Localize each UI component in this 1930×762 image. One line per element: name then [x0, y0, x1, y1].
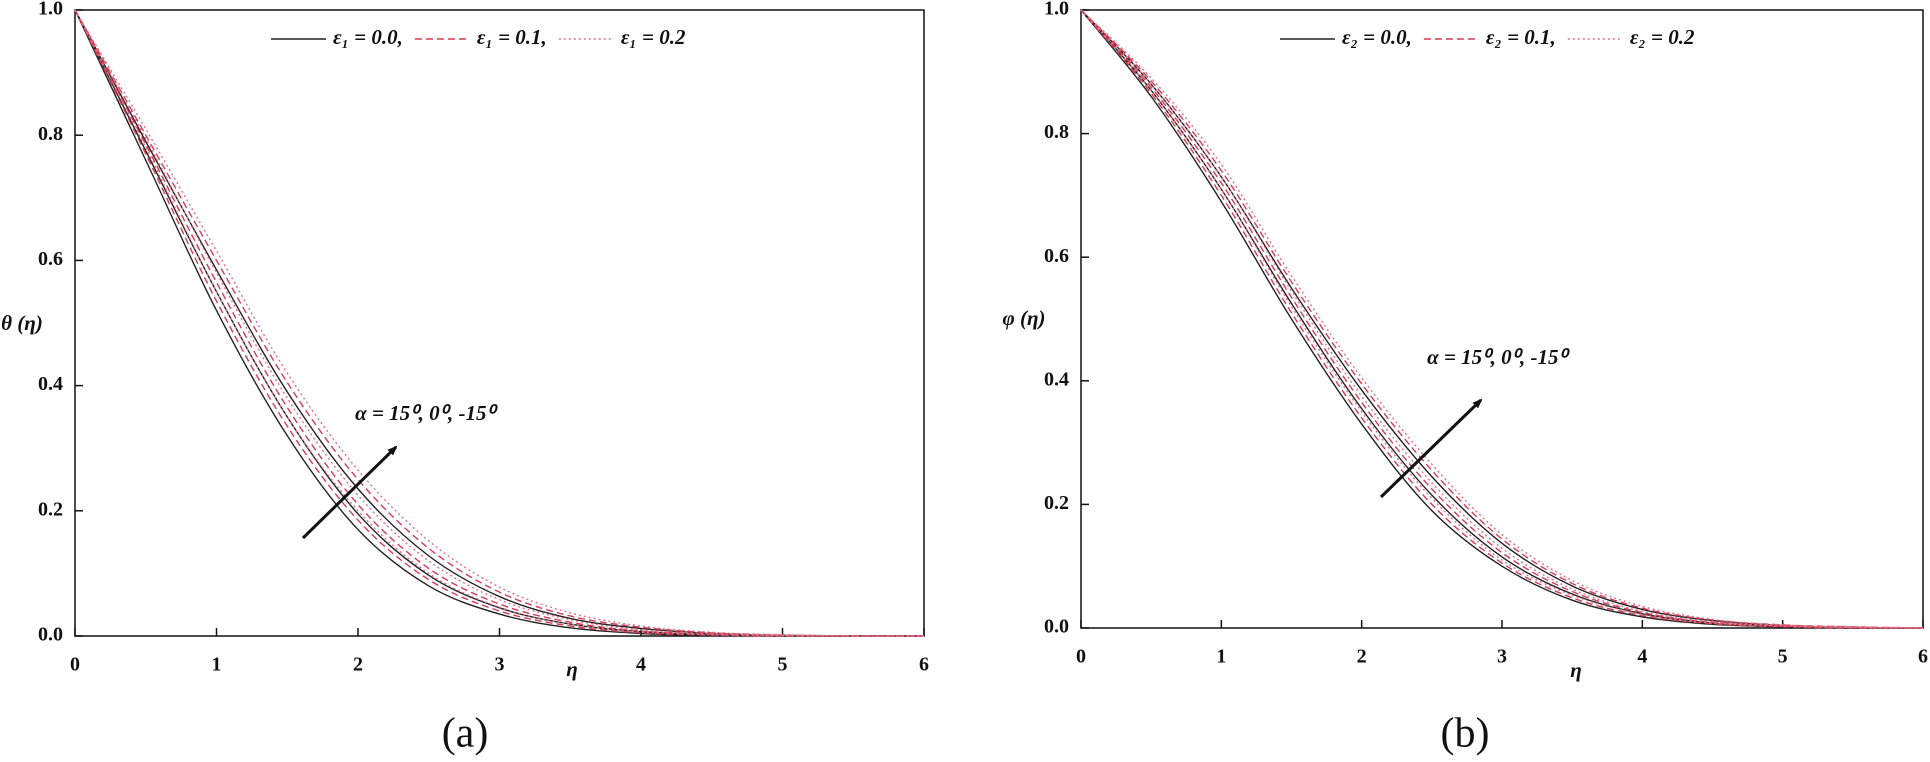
y-tick-label: 0.4 [38, 373, 63, 395]
x-tick-label: 3 [1497, 646, 1507, 668]
x-tick-label: 6 [1918, 646, 1928, 668]
panel-label: (a) [442, 711, 489, 757]
curve [74, 9, 924, 637]
curve [74, 9, 925, 637]
legend-label: ε₁ = 0.1, [477, 25, 547, 49]
legend-label: ε₁ = 0.0, [333, 25, 403, 49]
curve [74, 9, 925, 637]
curve [74, 9, 924, 637]
x-tick-label: 1 [1216, 646, 1226, 668]
legend-label: ε₁ = 0.2 [621, 25, 686, 49]
x-tick-label: 4 [636, 654, 646, 676]
x-tick-label: 2 [1357, 646, 1367, 668]
x-tick-label: 4 [1637, 646, 1647, 668]
x-tick-label: 0 [1076, 646, 1086, 668]
y-tick-label: 0.6 [1044, 245, 1069, 267]
curve [1080, 9, 1924, 629]
curve [74, 9, 925, 637]
curve [1080, 9, 1924, 629]
y-tick-label: 0.2 [1044, 492, 1069, 514]
curve [1080, 9, 1924, 629]
annotation: α = 15⁰, 0⁰, -15⁰ [355, 401, 498, 425]
y-tick-label: 1.0 [1044, 0, 1069, 20]
legend-label: ε₂ = 0.2 [1630, 25, 1695, 49]
annotation-arrow [301, 445, 398, 540]
curve [74, 9, 925, 637]
y-tick-label: 1.0 [38, 0, 63, 20]
y-tick-label: 0.6 [38, 248, 63, 270]
x-tick-label: 6 [919, 654, 929, 676]
x-axis-label: η [566, 657, 578, 681]
x-tick-label: 5 [1778, 646, 1788, 668]
plot-frame [74, 9, 925, 637]
legend-label: ε₂ = 0.1, [1486, 25, 1556, 49]
x-tick-label: 1 [212, 654, 222, 676]
y-tick-label: 0.2 [38, 498, 63, 520]
curve [1080, 9, 1924, 629]
x-tick-label: 5 [778, 654, 788, 676]
panel-label: (b) [1441, 711, 1490, 757]
y-tick-label: 0.4 [1044, 368, 1069, 390]
y-axis-label: φ (η) [1002, 306, 1045, 330]
x-tick-label: 3 [495, 654, 505, 676]
curve [74, 9, 925, 637]
curve [74, 9, 925, 637]
curve [1080, 9, 1924, 629]
annotation-arrow [1379, 398, 1483, 499]
x-tick-label: 0 [70, 654, 80, 676]
x-axis-label: η [1570, 658, 1582, 682]
y-tick-label: 0.0 [1044, 616, 1069, 638]
x-tick-label: 2 [353, 654, 363, 676]
annotation: α = 15⁰, 0⁰, -15⁰ [1427, 345, 1570, 369]
legend-label: ε₂ = 0.0, [1342, 25, 1412, 49]
curve [74, 9, 925, 637]
y-tick-label: 0.8 [1044, 121, 1069, 143]
y-axis-label: θ (η) [1, 311, 43, 335]
y-tick-label: 0.0 [38, 624, 63, 646]
y-tick-label: 0.8 [38, 123, 63, 145]
